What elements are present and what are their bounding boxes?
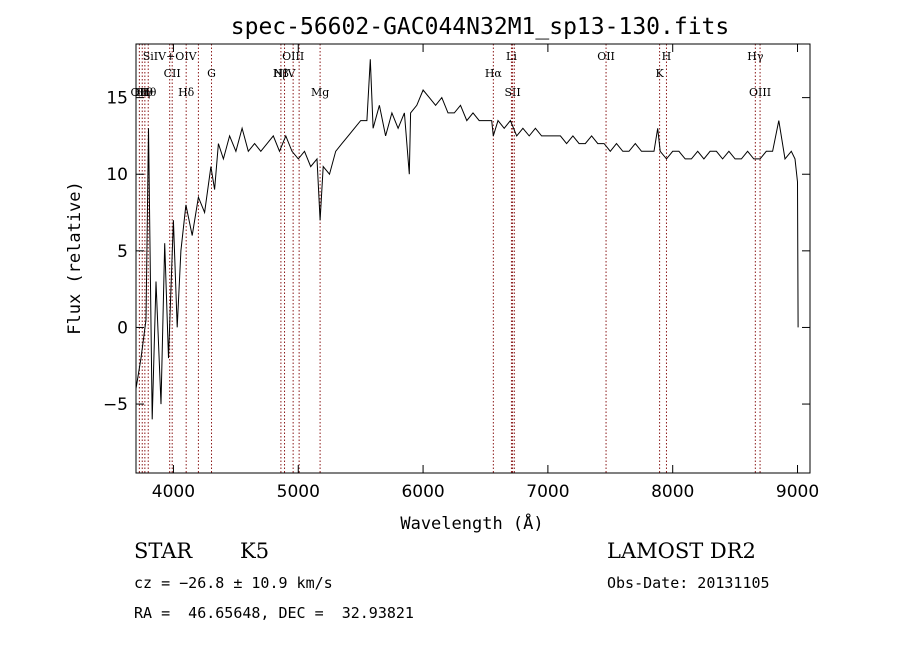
- line-marker-label: SII: [504, 86, 520, 99]
- y-tick-label: 0: [117, 318, 128, 338]
- y-axis: −5 0 5 10 15: [103, 89, 810, 415]
- coordinates-readout: RA = 46.65648, DEC = 32.93821: [134, 604, 414, 622]
- y-tick-label: −5: [103, 395, 128, 415]
- x-tick-label: 9000: [776, 482, 819, 502]
- line-marker-label: Hθ: [140, 86, 157, 99]
- line-marker-label: Hα: [485, 67, 503, 80]
- line-marker-label: SiIV+OIV: [143, 50, 198, 63]
- spectrum-series: [135, 59, 799, 420]
- line-marker-label: NIV: [274, 67, 297, 80]
- line-marker-label: Hγ: [747, 50, 764, 63]
- line-marker-label: CII: [164, 67, 181, 80]
- line-marker-label: Mg: [311, 86, 329, 99]
- observation-date: Obs-Date: 20131105: [607, 574, 770, 592]
- x-axis: 4000 5000 6000 7000 8000 9000: [152, 44, 819, 502]
- line-marker-label: OII: [131, 86, 149, 99]
- y-tick-label: 10: [106, 165, 128, 185]
- survey-name: LAMOST DR2: [607, 539, 756, 563]
- spectrum-line: [135, 59, 799, 420]
- line-marker-label: Hη: [134, 86, 150, 99]
- line-marker-label: H: [662, 50, 672, 63]
- x-tick-label: 8000: [651, 482, 694, 502]
- line-marker-label: K: [655, 67, 664, 80]
- x-tick-label: 7000: [526, 482, 569, 502]
- chart-title: spec-56602-GAC044N32M1_sp13-130.fits: [231, 14, 730, 40]
- line-marker-label: OII: [597, 50, 615, 63]
- redshift-readout: cz = −26.8 ± 10.9 km/s: [134, 574, 333, 592]
- line-marker-label: Li: [506, 50, 517, 63]
- line-marker-label: OIII: [282, 50, 304, 63]
- line-marker-label: G: [207, 67, 216, 80]
- y-tick-label: 15: [106, 89, 128, 109]
- x-tick-label: 4000: [152, 482, 195, 502]
- line-marker-label: Hθ: [137, 86, 154, 99]
- object-class: STAR: [134, 539, 193, 563]
- plot-frame: [135, 43, 811, 474]
- y-axis-label: Flux (relative): [65, 181, 85, 335]
- x-axis-label: Wavelength (Å): [400, 512, 543, 534]
- x-tick-label: 5000: [277, 482, 320, 502]
- line-marker-label: Hδ: [178, 86, 195, 99]
- y-tick-label: 5: [117, 242, 128, 262]
- line-marker-label: OIII: [749, 86, 771, 99]
- x-tick-label: 6000: [401, 482, 444, 502]
- object-subclass: K5: [240, 539, 270, 563]
